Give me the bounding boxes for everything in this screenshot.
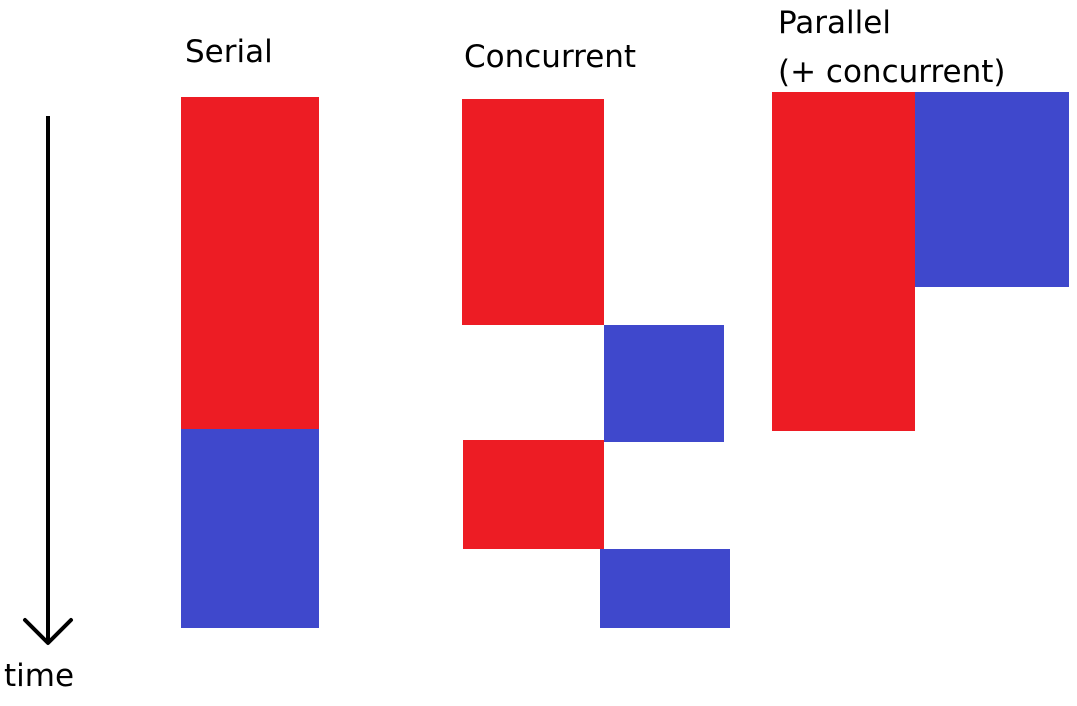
parallel-title-line-2: (+ concurrent) bbox=[778, 54, 1006, 90]
concurrent-task-a-block-1 bbox=[462, 99, 604, 325]
concurrent-title: Concurrent bbox=[464, 39, 637, 75]
time-axis-label: time bbox=[4, 658, 75, 694]
concurrent-task-a-block-2 bbox=[463, 440, 604, 549]
time-arrow-head bbox=[23, 618, 73, 645]
parallel-task-b-block bbox=[915, 92, 1069, 287]
concurrent-task-b-block-1 bbox=[604, 325, 724, 442]
serial-task-b-block bbox=[181, 429, 319, 628]
concurrent-task-b-block-2 bbox=[600, 549, 730, 628]
serial-title: Serial bbox=[185, 34, 273, 70]
parallel-task-a-block bbox=[772, 92, 915, 431]
serial-task-a-block bbox=[181, 97, 319, 429]
parallel-title-line-1: Parallel bbox=[778, 5, 891, 41]
